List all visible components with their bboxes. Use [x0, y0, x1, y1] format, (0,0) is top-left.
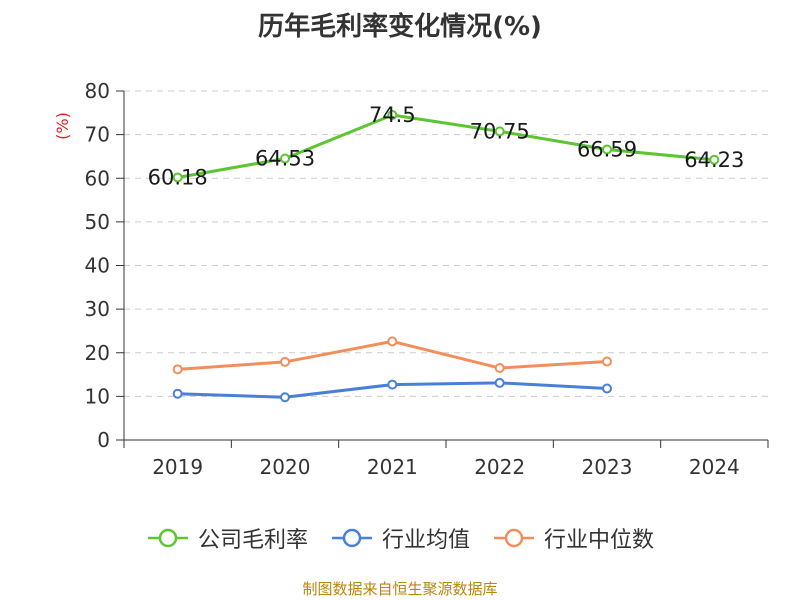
- x-tick-label: 2019: [152, 455, 203, 479]
- legend-marker-icon: [147, 528, 188, 548]
- series-line-0: [177, 113, 715, 179]
- legend-label: 行业均值: [381, 528, 470, 553]
- y-tick-label: 0: [97, 428, 110, 452]
- data-label: 74.5: [369, 103, 416, 127]
- data-label: 60.18: [148, 165, 208, 189]
- y-tick-label: 80: [85, 79, 110, 103]
- data-point: [280, 392, 290, 403]
- x-tick-label: 2023: [582, 455, 633, 479]
- data-point: [494, 363, 505, 374]
- data-label: 70.75: [470, 119, 530, 143]
- legend-item-company[interactable]: 公司毛利率: [146, 522, 308, 554]
- legend-label: 公司毛利率: [197, 528, 308, 553]
- data-label: 64.23: [684, 148, 744, 172]
- data-point: [172, 364, 183, 375]
- source-note: 制图数据来自恒生聚源数据库: [302, 580, 498, 598]
- x-tick-label: 2022: [474, 455, 525, 479]
- data-point: [494, 126, 505, 137]
- data-point: [280, 153, 290, 164]
- y-tick-label: 50: [85, 210, 110, 234]
- legend-marker-icon: [494, 528, 534, 548]
- gridlines: [124, 90, 768, 397]
- series-lines: [172, 109, 720, 403]
- legend-item-industry-median[interactable]: 行业中位数: [492, 522, 654, 554]
- x-tick-label: 2020: [260, 455, 311, 479]
- legend: 公司毛利率 行业均值 行业中位数: [0, 522, 800, 554]
- data-labels: 60.18 64.53 74.5 70.75 66.59 64.23: [148, 103, 745, 189]
- legend-item-industry-mean[interactable]: 行业均值: [330, 522, 470, 554]
- y-axis-label: (%): [53, 112, 72, 140]
- data-point: [709, 154, 720, 165]
- data-point: [280, 356, 290, 367]
- data-point: [387, 336, 398, 347]
- legend-marker-icon: [331, 528, 372, 548]
- x-tick-label: 2021: [367, 455, 418, 479]
- data-label: 64.53: [255, 146, 315, 170]
- data-point: [494, 377, 505, 388]
- data-point: [387, 109, 398, 120]
- data-point: [602, 356, 612, 367]
- data-point: [602, 144, 612, 155]
- data-point: [387, 379, 398, 390]
- y-tick-label: 70: [85, 123, 110, 147]
- x-tick-label: 2024: [689, 455, 740, 479]
- legend-label: 行业中位数: [544, 528, 655, 553]
- data-point: [602, 383, 612, 394]
- y-tick-label: 60: [85, 166, 110, 190]
- y-tick-label: 40: [85, 254, 110, 278]
- axes: 0 10 20 30 40 50 60 70 80 (%) 2019 2020 2021 2022 2023…: [53, 79, 769, 479]
- y-tick-label: 10: [85, 384, 110, 408]
- data-point: [172, 388, 183, 399]
- y-tick-label: 30: [85, 297, 110, 321]
- data-point: [172, 172, 183, 183]
- data-label: 66.59: [577, 138, 637, 162]
- chart-title: 历年毛利率变化情况(%): [258, 12, 542, 42]
- y-tick-label: 20: [85, 341, 110, 365]
